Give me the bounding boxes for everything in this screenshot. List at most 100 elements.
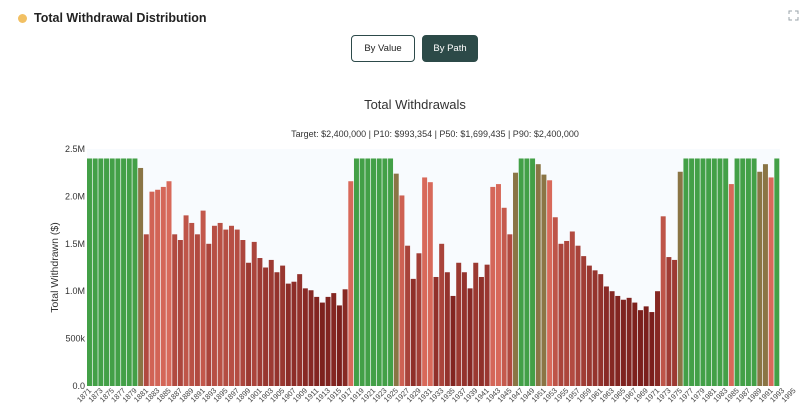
bar-1988[interactable] — [751, 158, 757, 386]
bar-1942[interactable] — [490, 186, 496, 386]
bar-1921[interactable] — [371, 158, 376, 386]
bar-1874[interactable] — [104, 158, 110, 386]
bar-1951[interactable] — [541, 174, 547, 386]
bar-1878[interactable] — [126, 158, 132, 386]
bar-1987[interactable] — [745, 158, 751, 386]
bar-1892[interactable] — [206, 243, 212, 386]
bar-1937[interactable] — [461, 272, 467, 386]
bar-1911[interactable] — [314, 296, 320, 386]
bar-1888[interactable] — [183, 215, 189, 386]
bar-1904[interactable] — [274, 272, 280, 386]
bar-1939[interactable] — [473, 262, 479, 386]
bar-1915[interactable] — [336, 305, 342, 386]
bar-1890[interactable] — [194, 234, 200, 386]
bar-1969[interactable] — [643, 306, 649, 386]
bar-1903[interactable] — [268, 259, 274, 386]
bar-1957[interactable] — [575, 245, 581, 386]
bar-1889[interactable] — [189, 222, 195, 386]
bar-1913[interactable] — [325, 296, 331, 386]
bar-1872[interactable] — [92, 158, 98, 386]
bar-1899[interactable] — [246, 262, 252, 386]
bar-1985[interactable] — [734, 158, 740, 386]
bar-1886[interactable] — [172, 234, 178, 386]
bar-1941[interactable] — [484, 264, 490, 386]
bar-1953[interactable] — [552, 217, 558, 386]
bar-1918[interactable] — [353, 158, 359, 386]
bar-1949[interactable] — [530, 158, 536, 386]
bar-1945[interactable] — [507, 234, 513, 386]
bar-1980[interactable] — [706, 158, 712, 386]
bar-1907[interactable] — [291, 281, 297, 386]
bar-1902[interactable] — [263, 267, 269, 387]
bar-1929[interactable] — [416, 253, 422, 386]
bar-1989[interactable] — [757, 171, 763, 386]
bar-1962[interactable] — [603, 286, 609, 386]
bar-1940[interactable] — [478, 276, 484, 386]
bar-1905[interactable] — [280, 265, 286, 386]
bar-1976[interactable] — [683, 158, 689, 386]
bar-1926[interactable] — [399, 195, 405, 386]
bar-1936[interactable] — [456, 262, 462, 386]
bar-1906[interactable] — [285, 283, 291, 386]
bar-1876[interactable] — [115, 158, 121, 386]
expand-icon[interactable] — [788, 10, 799, 21]
bar-1931[interactable] — [427, 182, 433, 386]
bar-1879[interactable] — [132, 158, 138, 386]
bar-1923[interactable] — [382, 158, 388, 386]
bar-1968[interactable] — [637, 310, 643, 386]
bar-1912[interactable] — [319, 302, 325, 386]
bar-1916[interactable] — [342, 289, 348, 386]
bar-1927[interactable] — [405, 245, 411, 386]
bar-1970[interactable] — [649, 312, 655, 386]
bar-1920[interactable] — [365, 158, 371, 386]
bar-1986[interactable] — [740, 158, 746, 386]
bar-1965[interactable] — [620, 299, 626, 386]
bar-1914[interactable] — [331, 293, 337, 386]
bar-1991[interactable] — [768, 177, 774, 386]
bar-1963[interactable] — [609, 291, 615, 386]
bar-1933[interactable] — [439, 243, 445, 386]
bar-1896[interactable] — [229, 225, 234, 386]
bar-1983[interactable] — [723, 158, 729, 386]
by-value-button[interactable]: By Value — [351, 35, 415, 62]
bar-1984[interactable] — [728, 184, 734, 386]
bar-1952[interactable] — [547, 180, 553, 386]
bar-1922[interactable] — [376, 158, 382, 386]
bar-1974[interactable] — [672, 259, 678, 386]
bar-1898[interactable] — [240, 240, 246, 386]
bar-1954[interactable] — [558, 243, 564, 386]
bar-1971[interactable] — [655, 291, 661, 386]
bar-1981[interactable] — [711, 158, 717, 386]
bar-1978[interactable] — [694, 158, 700, 386]
bar-1900[interactable] — [251, 241, 257, 386]
bar-1877[interactable] — [121, 158, 127, 386]
bar-1932[interactable] — [433, 276, 439, 386]
bar-1924[interactable] — [388, 158, 394, 386]
bar-1887[interactable] — [177, 240, 183, 386]
bar-1884[interactable] — [160, 186, 166, 386]
bar-1943[interactable] — [495, 184, 501, 386]
bar-1908[interactable] — [297, 274, 303, 386]
bar-1910[interactable] — [308, 290, 314, 386]
bar-1873[interactable] — [98, 158, 104, 386]
bar-1882[interactable] — [149, 191, 155, 386]
bar-1944[interactable] — [501, 207, 507, 386]
bar-1964[interactable] — [615, 295, 621, 386]
bar-1917[interactable] — [348, 181, 354, 386]
by-path-button[interactable]: By Path — [422, 35, 478, 62]
bar-1909[interactable] — [302, 288, 308, 386]
bar-1891[interactable] — [200, 210, 206, 386]
bar-1897[interactable] — [234, 229, 240, 386]
bar-1883[interactable] — [155, 189, 161, 386]
bar-1894[interactable] — [217, 222, 223, 386]
bar-1925[interactable] — [393, 173, 399, 386]
bar-1881[interactable] — [143, 234, 149, 386]
bar-1977[interactable] — [689, 158, 695, 386]
bar-1982[interactable] — [717, 158, 723, 386]
bar-1972[interactable] — [660, 216, 666, 386]
bar-1990[interactable] — [762, 164, 768, 386]
bar-1880[interactable] — [138, 167, 144, 386]
bar-1960[interactable] — [592, 270, 598, 386]
bar-1901[interactable] — [257, 258, 263, 386]
bar-1871[interactable] — [87, 158, 92, 386]
